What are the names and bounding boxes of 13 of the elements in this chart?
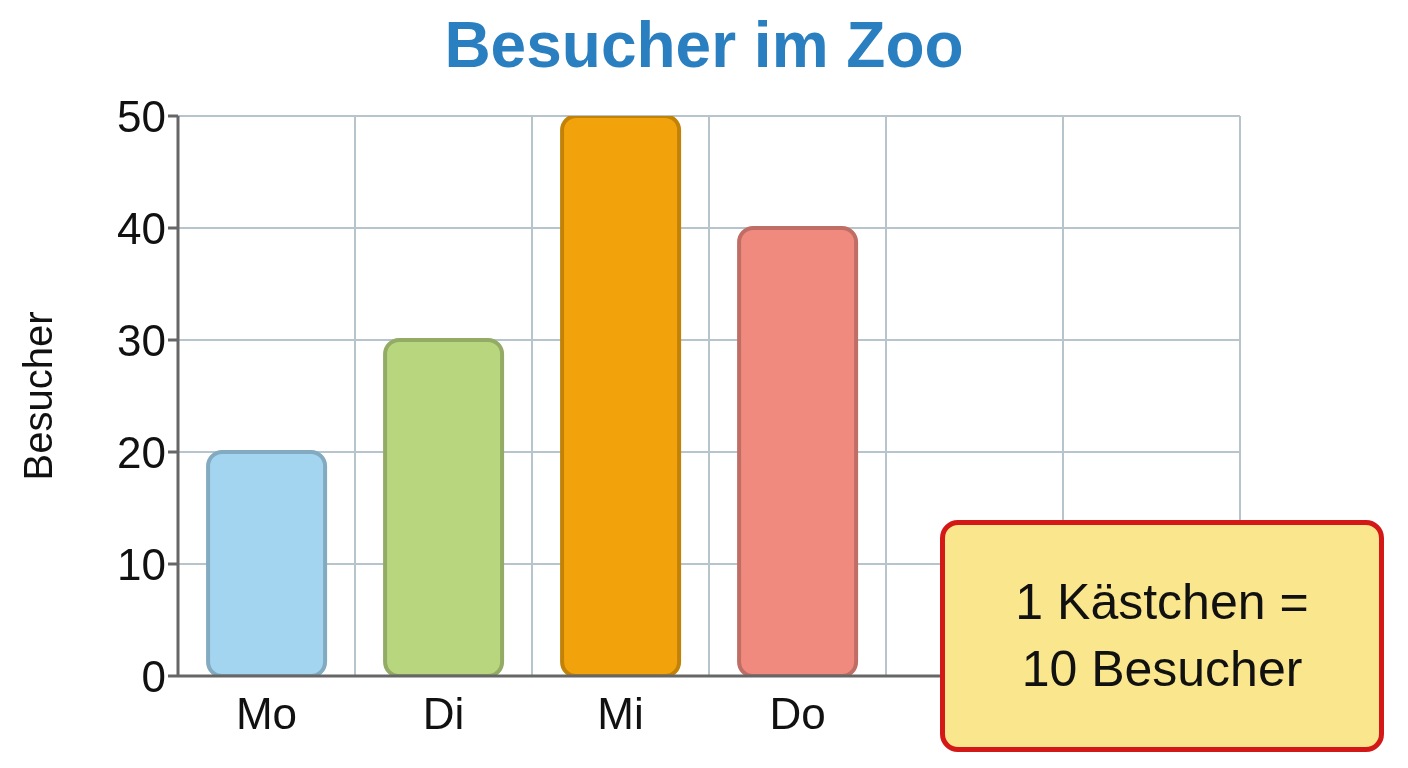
y-tick-label: 30 bbox=[117, 315, 166, 365]
x-tick-label: Mo bbox=[235, 689, 298, 739]
y-tick-label: 50 bbox=[117, 91, 166, 141]
y-tick-label: 40 bbox=[117, 203, 166, 253]
x-tick-label: Di bbox=[422, 689, 465, 739]
annotation: 1 Kästchen = 10 Besucher bbox=[940, 520, 1384, 752]
y-axis-title: Besucher bbox=[16, 311, 61, 481]
y-tick-label: 0 bbox=[141, 651, 166, 701]
y-tick-label: 20 bbox=[117, 427, 166, 477]
x-tick-label: Mi bbox=[597, 689, 644, 739]
y-tick-label: 10 bbox=[117, 539, 166, 589]
chart-title: Besucher im Zoo bbox=[443, 8, 965, 82]
x-tick-label: Do bbox=[769, 689, 826, 739]
